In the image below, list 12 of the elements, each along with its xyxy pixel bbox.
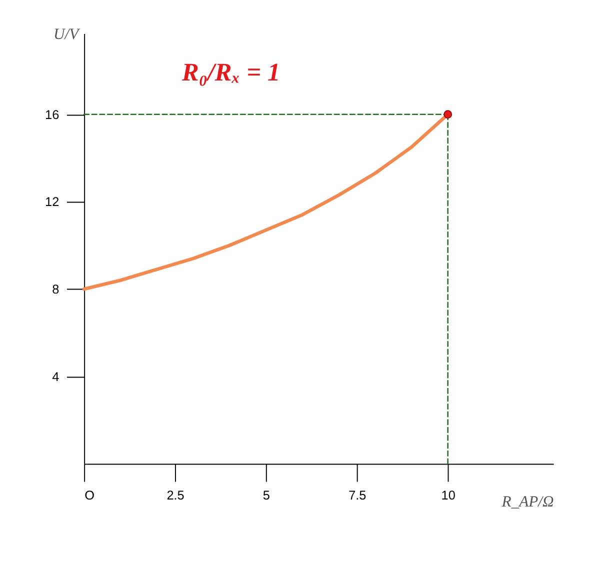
y-axis-title: U/V [54,26,82,43]
x-tick-label: 5 [262,488,270,502]
x-tick-label: 7.5 [348,488,366,502]
x-tick-label: 2.5 [166,488,184,502]
annotation: R₀/Rₓ = 1 [180,58,280,86]
x-tick-label: O [84,488,95,502]
y-tick-label: 4 [52,370,60,384]
x-axis-title: R_AP/Ω [500,493,554,510]
y-tick-label: 12 [45,195,60,210]
x-tick-label: 10 [441,488,456,502]
y-tick-label: 16 [45,108,60,122]
y-tick-label: 8 [52,282,60,296]
